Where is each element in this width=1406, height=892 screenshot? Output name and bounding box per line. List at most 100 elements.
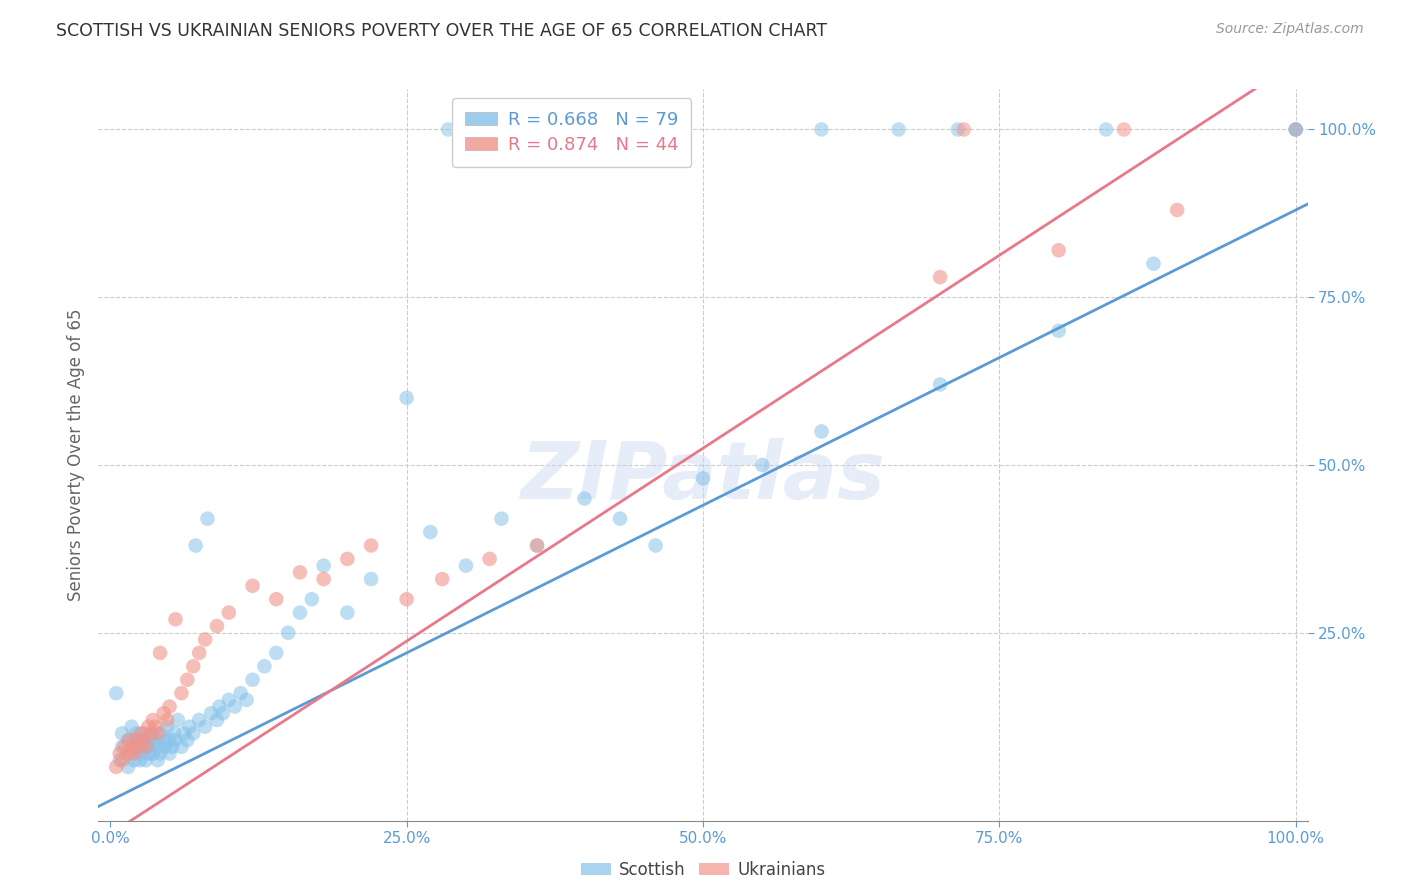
Point: [692, 471, 714, 485]
Point: [395, 592, 418, 607]
Point: [301, 592, 323, 607]
Point: [887, 122, 910, 136]
Point: [122, 733, 145, 747]
Point: [1285, 122, 1308, 136]
Point: [132, 726, 155, 740]
Point: [129, 726, 152, 740]
Point: [135, 753, 157, 767]
Point: [336, 606, 359, 620]
Point: [224, 699, 246, 714]
Point: [491, 511, 513, 525]
Point: [129, 739, 152, 754]
Point: [156, 720, 179, 734]
Point: [173, 726, 195, 740]
Point: [929, 377, 952, 392]
Point: [1047, 324, 1070, 338]
Point: [117, 760, 139, 774]
Point: [117, 747, 139, 761]
Point: [277, 625, 299, 640]
Point: [644, 539, 666, 553]
Point: [139, 726, 162, 740]
Point: [395, 391, 418, 405]
Legend: Scottish, Ukrainians: Scottish, Ukrainians: [574, 855, 832, 886]
Point: [188, 646, 211, 660]
Point: [751, 458, 773, 472]
Point: [125, 739, 148, 754]
Point: [312, 558, 335, 573]
Point: [159, 733, 181, 747]
Point: [205, 619, 228, 633]
Point: [135, 739, 157, 754]
Point: [138, 733, 160, 747]
Point: [105, 760, 128, 774]
Point: [242, 673, 264, 687]
Point: [288, 606, 311, 620]
Point: [111, 726, 134, 740]
Point: [229, 686, 252, 700]
Point: [312, 572, 335, 586]
Point: [264, 592, 287, 607]
Point: [111, 739, 134, 754]
Point: [143, 733, 166, 747]
Point: [437, 122, 460, 136]
Point: [212, 706, 235, 721]
Point: [153, 739, 176, 754]
Point: [108, 753, 131, 767]
Point: [111, 753, 134, 767]
Point: [108, 747, 131, 761]
Point: [946, 122, 969, 136]
Point: [419, 525, 441, 540]
Point: [132, 733, 155, 747]
Point: [526, 539, 548, 553]
Point: [218, 693, 240, 707]
Point: [288, 566, 311, 580]
Point: [526, 539, 548, 553]
Point: [478, 122, 501, 136]
Point: [128, 739, 150, 754]
Point: [122, 753, 145, 767]
Point: [810, 425, 832, 439]
Point: [170, 739, 193, 754]
Point: [242, 579, 264, 593]
Point: [118, 733, 141, 747]
Point: [1112, 122, 1135, 136]
Point: [156, 713, 179, 727]
Point: [194, 632, 217, 647]
Point: [117, 733, 139, 747]
Point: [235, 693, 257, 707]
Point: [165, 612, 187, 626]
Point: [143, 720, 166, 734]
Point: [159, 699, 181, 714]
Point: [120, 747, 142, 761]
Point: [194, 720, 217, 734]
Point: [200, 706, 222, 721]
Point: [150, 726, 173, 740]
Point: [1285, 122, 1308, 136]
Point: [478, 552, 501, 566]
Point: [142, 747, 165, 761]
Text: Source: ZipAtlas.com: Source: ZipAtlas.com: [1216, 22, 1364, 37]
Point: [181, 659, 204, 673]
Point: [139, 739, 162, 754]
Point: [125, 733, 148, 747]
Point: [141, 726, 163, 740]
Point: [152, 733, 174, 747]
Point: [1166, 202, 1188, 217]
Text: SCOTTISH VS UKRAINIAN SENIORS POVERTY OVER THE AGE OF 65 CORRELATION CHART: SCOTTISH VS UKRAINIAN SENIORS POVERTY OV…: [56, 22, 827, 40]
Point: [264, 646, 287, 660]
Point: [205, 713, 228, 727]
Point: [208, 699, 231, 714]
Point: [146, 753, 169, 767]
Point: [253, 659, 276, 673]
Point: [574, 491, 596, 506]
Point: [218, 606, 240, 620]
Point: [149, 747, 172, 761]
Point: [520, 122, 543, 136]
Point: [166, 713, 188, 727]
Point: [146, 739, 169, 754]
Point: [1142, 257, 1164, 271]
Point: [146, 726, 169, 740]
Point: [136, 720, 159, 734]
Point: [1285, 122, 1308, 136]
Point: [129, 753, 152, 767]
